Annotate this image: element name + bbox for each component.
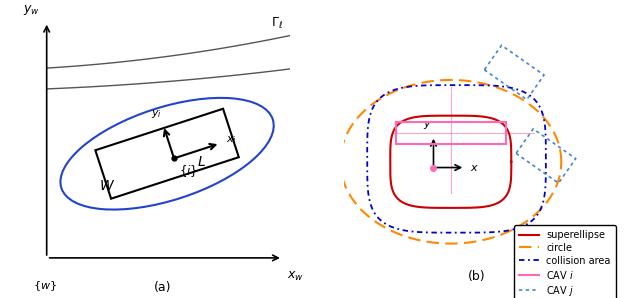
Legend: superellipse, circle, collision area, CAV $i$, CAV $j$: superellipse, circle, collision area, CA…: [514, 225, 616, 298]
Text: $L$: $L$: [197, 155, 206, 169]
Text: (b): (b): [468, 270, 485, 283]
Text: $W$: $W$: [99, 179, 115, 193]
Text: $x_w$: $x_w$: [288, 269, 305, 283]
Text: $\Gamma_\ell$: $\Gamma_\ell$: [271, 16, 284, 31]
Text: $\{i\}$: $\{i\}$: [179, 163, 197, 179]
Text: $y_i$: $y_i$: [151, 108, 162, 120]
Text: $\{w\}$: $\{w\}$: [33, 279, 57, 293]
Text: $x$: $x$: [470, 162, 479, 173]
Text: $y$: $y$: [423, 119, 432, 131]
Text: $y_w$: $y_w$: [23, 3, 40, 17]
Text: (a): (a): [154, 281, 171, 294]
Text: $x_i$: $x_i$: [226, 134, 237, 146]
